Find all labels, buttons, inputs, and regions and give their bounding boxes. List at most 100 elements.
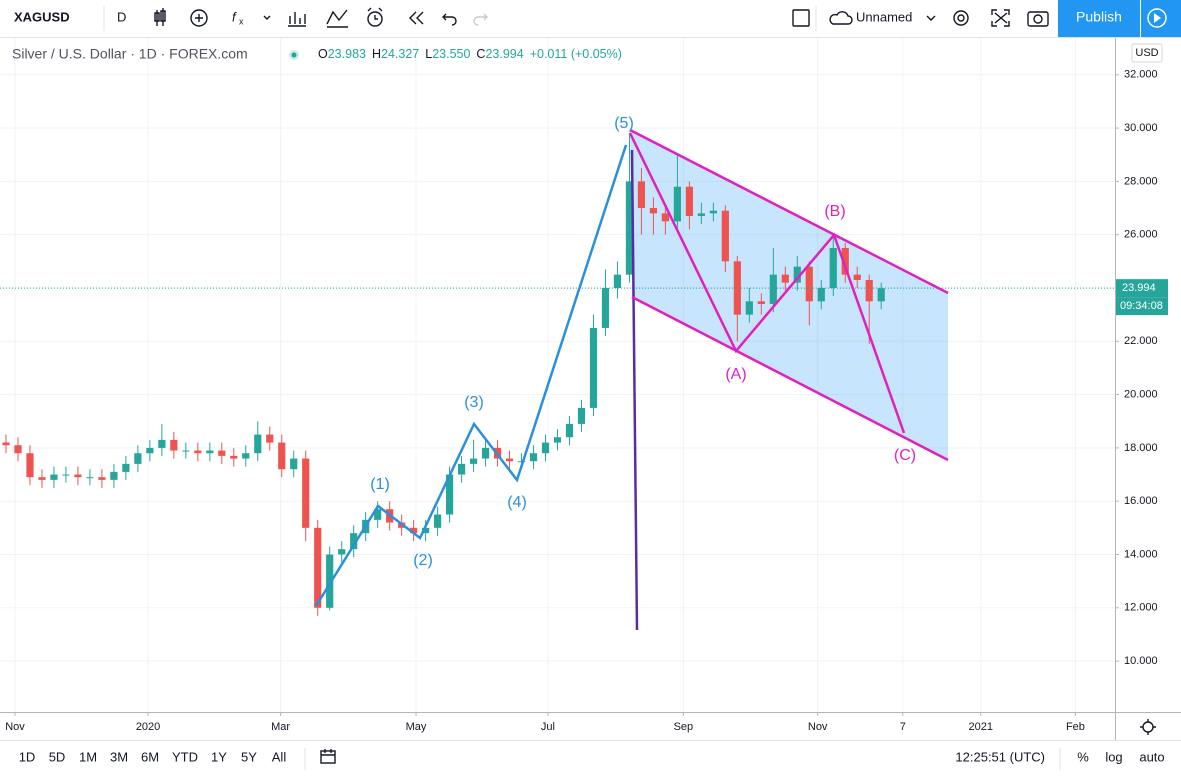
publish-label[interactable]: Publish bbox=[1076, 9, 1122, 25]
candle-body bbox=[110, 471, 118, 480]
range-button[interactable]: YTD bbox=[172, 749, 198, 764]
undo-icon[interactable] bbox=[442, 13, 457, 26]
indicators-add-icon[interactable] bbox=[190, 9, 208, 27]
fullscreen-icon[interactable] bbox=[991, 9, 1010, 27]
ohlc-key: O bbox=[318, 47, 328, 61]
candle-body bbox=[38, 477, 46, 480]
candle-body bbox=[697, 213, 705, 217]
interval-button[interactable]: D bbox=[117, 9, 126, 24]
compare-icon[interactable] bbox=[326, 9, 348, 28]
change-value: +0.011 (+0.05%) bbox=[530, 47, 622, 61]
y-tick-label: 32.000 bbox=[1124, 69, 1158, 81]
candle-body bbox=[649, 208, 658, 214]
candle-body bbox=[481, 447, 490, 459]
replay-icon[interactable] bbox=[409, 11, 424, 25]
x-tick-label: Mar bbox=[271, 721, 290, 733]
candle-body bbox=[805, 266, 813, 302]
x-tick-label: May bbox=[406, 721, 427, 733]
candle-body bbox=[242, 453, 250, 459]
candle-body bbox=[745, 301, 753, 315]
candle-body bbox=[553, 437, 562, 443]
scale-percent[interactable]: % bbox=[1077, 749, 1089, 764]
candle-body bbox=[457, 463, 466, 475]
range-button[interactable]: 1M bbox=[79, 749, 97, 764]
ohlc-key: H bbox=[372, 47, 381, 61]
candle-body bbox=[685, 186, 693, 217]
axis-settings-icon[interactable] bbox=[1140, 719, 1156, 735]
wave-label: (4) bbox=[507, 494, 527, 511]
candle-body bbox=[637, 181, 646, 209]
range-button[interactable]: All bbox=[272, 749, 287, 764]
ohlc-key: C bbox=[476, 47, 485, 61]
candle-body bbox=[877, 288, 885, 302]
layout-dropdown[interactable] bbox=[926, 15, 936, 21]
market-status-dot bbox=[291, 52, 297, 58]
range-button[interactable]: 5D bbox=[49, 749, 66, 764]
scale-auto[interactable]: auto bbox=[1139, 749, 1164, 764]
last-price-box bbox=[1116, 279, 1168, 298]
grid bbox=[0, 38, 1115, 712]
candle-body bbox=[158, 439, 166, 448]
candle-body bbox=[170, 439, 178, 451]
range-button[interactable]: 6M bbox=[141, 749, 159, 764]
settings-icon[interactable] bbox=[953, 10, 969, 26]
countdown-label: 09:34:08 bbox=[1120, 300, 1163, 312]
candle-body bbox=[469, 458, 478, 464]
range-button[interactable]: 1D bbox=[19, 749, 36, 764]
templates-icon[interactable] bbox=[288, 12, 306, 27]
redo-icon[interactable] bbox=[473, 13, 488, 26]
layout-name[interactable]: Unnamed bbox=[856, 9, 912, 24]
candle-body bbox=[721, 210, 729, 262]
symbol-button[interactable]: XAGUSD bbox=[14, 9, 70, 24]
candle-body bbox=[230, 455, 238, 459]
range-button[interactable]: 3M bbox=[110, 749, 128, 764]
candle-body bbox=[218, 450, 226, 456]
candle-body bbox=[853, 274, 861, 280]
wave-label: (C) bbox=[894, 447, 916, 464]
candle-body bbox=[625, 181, 634, 275]
x-tick-label: Nov bbox=[808, 721, 828, 733]
candle-body bbox=[374, 509, 382, 520]
range-button[interactable]: 1Y bbox=[211, 749, 227, 764]
snapshot-icon[interactable] bbox=[1027, 11, 1049, 27]
x-tick-label: 2021 bbox=[968, 721, 992, 733]
play-button[interactable] bbox=[1141, 0, 1181, 37]
currency-label[interactable]: USD bbox=[1135, 47, 1158, 59]
play-icon bbox=[1147, 8, 1167, 28]
x-tick-label: 2020 bbox=[136, 721, 160, 733]
candle-body bbox=[350, 533, 358, 550]
axis-labels: 10.000 12.000 14.000 16.000 18.000 20.000 22.0… bbox=[5, 69, 1168, 733]
alert-icon[interactable] bbox=[367, 7, 383, 27]
scale-log[interactable]: log bbox=[1105, 749, 1122, 764]
candle-body bbox=[278, 442, 286, 470]
chart-type-icon[interactable] bbox=[154, 8, 166, 26]
play-triangle bbox=[1154, 13, 1161, 23]
candle-body bbox=[529, 453, 538, 462]
x-tick-label: 7 bbox=[900, 721, 906, 733]
currency-box[interactable] bbox=[1131, 43, 1163, 63]
publish-button[interactable] bbox=[1058, 0, 1140, 37]
x-tick-label: Jul bbox=[541, 721, 555, 733]
candle-body bbox=[182, 450, 190, 452]
goto-date-icon[interactable] bbox=[320, 749, 336, 764]
candle-body bbox=[673, 186, 681, 222]
candle-body bbox=[206, 450, 214, 454]
cloud-icon[interactable] bbox=[829, 11, 853, 25]
y-tick-label: 10.000 bbox=[1124, 655, 1158, 667]
ohlc-value: 24.327 bbox=[381, 47, 419, 61]
clock[interactable]: 12:25:51 (UTC) bbox=[955, 749, 1045, 764]
candle-body bbox=[589, 327, 598, 408]
countdown-box bbox=[1116, 297, 1168, 316]
ohlc-value: 23.550 bbox=[432, 47, 470, 61]
x-tick-label: Nov bbox=[5, 721, 25, 733]
candle-body bbox=[793, 266, 801, 283]
candles bbox=[0, 133, 1115, 616]
correction-wave-line bbox=[628, 132, 906, 434]
candle-body bbox=[769, 274, 777, 304]
channel-upper bbox=[629, 128, 949, 295]
fullscreen-rect-icon[interactable] bbox=[792, 9, 810, 27]
range-button[interactable]: 5Y bbox=[241, 749, 257, 764]
candle-body bbox=[577, 407, 586, 424]
